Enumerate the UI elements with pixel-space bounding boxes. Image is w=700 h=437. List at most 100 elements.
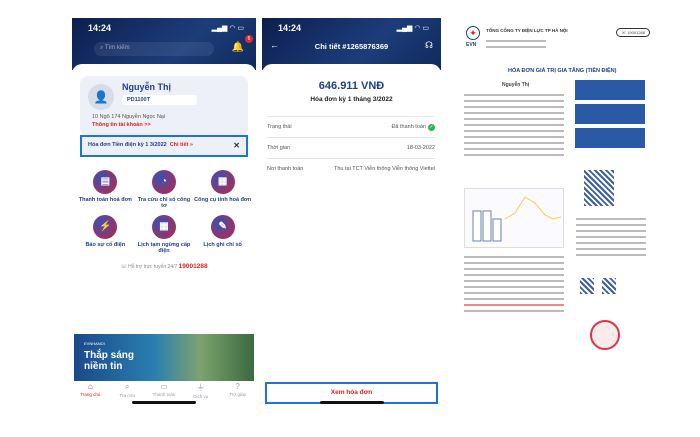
evn-logo-text: EVN: [466, 42, 477, 48]
nav-label: Trợ giúp: [229, 392, 246, 397]
search-input[interactable]: ⌕ Tìm kiếm: [94, 42, 214, 56]
plug-icon: ⏚: [196, 383, 205, 392]
row-value: Thu tại TCT Viễn thông Viễn thông Viette…: [333, 166, 435, 172]
row-value: 18-03-2022: [406, 145, 435, 151]
home-indicator: [132, 401, 196, 404]
customer-code-text: PD1100T: [127, 97, 150, 103]
invoice-hotline: 19001288: [627, 30, 645, 35]
service-reading-schedule[interactable]: ✎ Lịch ghi chỉ số: [193, 215, 252, 254]
service-label: Lịch tạm ngừng cấp điện: [137, 242, 191, 254]
search-placeholder: Tìm kiếm: [104, 45, 130, 51]
status-time: 14:24: [278, 23, 302, 33]
page-title: Chi tiết #1265876369: [314, 42, 389, 51]
nav-label: Thanh toán: [152, 392, 176, 397]
contact-info: [576, 214, 646, 260]
customer-code[interactable]: PD1100T: [122, 95, 197, 105]
consumption-chart: [464, 188, 564, 248]
service-meter-lookup[interactable]: ◔ Tra cứu chỉ số công tơ: [135, 170, 194, 209]
header: 14:24 ▂▄▆ ◠ ▭ ← Chi tiết #1265876369 ☊: [262, 18, 441, 76]
calculator-icon: ▦: [210, 170, 235, 194]
official-stamp: [590, 320, 620, 350]
service-label: Lịch ghi chỉ số: [203, 242, 242, 248]
service-pay-bill[interactable]: ▤ Thanh toán hoá đơn: [76, 170, 135, 209]
nav-label: Trang chủ: [80, 392, 101, 397]
chart-bar: [472, 210, 482, 242]
service-outage-schedule[interactable]: ▦ Lịch tạm ngừng cấp điện: [135, 215, 194, 254]
customer-details: [464, 90, 564, 160]
headset-icon[interactable]: ☊: [425, 40, 433, 50]
check-icon: ✓: [428, 124, 435, 131]
address: 10 Ngõ 174 Nguyễn Ngọc Nại: [92, 114, 166, 120]
notification-badge: 6: [245, 35, 253, 43]
help-icon: ?: [235, 382, 240, 391]
nav-label: Dịch vụ: [193, 394, 209, 399]
banner-title: Thắp sáng niềm tin: [84, 350, 135, 372]
chart-bar: [482, 210, 492, 242]
company-name: TỔNG CÔNG TY ĐIỆN LỰC TP HÀ NỘI: [486, 28, 568, 33]
search-doc-icon: ⌕: [124, 382, 130, 391]
evn-logo-icon: ✦: [466, 26, 480, 40]
status-icons: ▂▄▆ ◠ ▭: [211, 25, 244, 32]
service-report-outage[interactable]: ⚡ Báo sự cố điện: [76, 215, 135, 254]
chart-bar: [492, 218, 502, 242]
phone-icon: ☏: [120, 264, 127, 270]
nav-lookup[interactable]: ⌕ Tra cứu: [109, 382, 146, 399]
account-info-link[interactable]: Thông tin tài khoản >>: [92, 122, 151, 128]
banner-brand: EVNHANOI: [84, 341, 105, 346]
chart-line: [504, 196, 562, 220]
account-card: 👤 Nguyễn Thị PD1100T 10 Ngõ 174 Nguyễn N…: [80, 76, 248, 136]
nav-help[interactable]: ? Trợ giúp: [219, 382, 256, 399]
bill-notice[interactable]: Hóa đơn Tiền điện kỳ 1 3/2022 Chi tiết » …: [80, 135, 248, 157]
hotline[interactable]: ☏ Hỗ trợ trực tuyến 24/7 19001288: [72, 263, 256, 270]
service-label: Tra cứu chỉ số công tơ: [137, 197, 191, 209]
alert-icon: ⚡: [93, 215, 118, 239]
hotline-box: ☏ 19001288: [616, 28, 650, 37]
invoice-title: HÓA ĐƠN GIÁ TRỊ GIA TĂNG (TIỀN ĐIỆN): [508, 68, 617, 74]
home-icon: ⌂: [87, 382, 93, 391]
back-arrow-icon[interactable]: ←: [270, 40, 279, 50]
calendar-icon: ▦: [151, 215, 176, 239]
status-time: 14:24: [88, 23, 112, 33]
row-place: Nơi thanh toán Thu tại TCT Viễn thông Viễ…: [267, 158, 435, 179]
customer-name: Nguyễn Thị: [502, 82, 530, 88]
header: 14:24 ▂▄▆ ◠ ▭ ⌕ Tìm kiếm 🔔 6: [72, 18, 256, 76]
hotline-number[interactable]: 19001288: [178, 263, 208, 270]
qr-code: [602, 278, 616, 294]
bell-icon[interactable]: 🔔: [231, 42, 244, 53]
avatar: 👤: [88, 84, 114, 110]
promo-banner[interactable]: EVNHANOI Thắp sáng niềm tin: [74, 334, 254, 381]
bill-period: Hóa đơn kỳ 1 tháng 3/2022: [310, 96, 393, 103]
row-label: Thời gian: [267, 145, 291, 151]
company-details: [486, 36, 546, 52]
service-label: Công cụ tính hoá đơn: [194, 197, 252, 203]
card-icon: ▭: [160, 382, 168, 391]
info-box: [575, 128, 645, 148]
bill-icon: ▤: [93, 170, 118, 194]
bottom-nav: ⌂ Trang chủ ⌕ Tra cứu ▭ Thanh toán ⏚ Dịch vụ…: [72, 382, 256, 399]
info-box: [575, 104, 645, 124]
nav-home[interactable]: ⌂ Trang chủ: [72, 382, 109, 399]
row-status: Trạng thái Đã thanh toán ✓: [267, 116, 435, 137]
info-box: [575, 80, 645, 100]
bill-amount: 646.911 VNĐ: [318, 80, 385, 92]
nav-payment[interactable]: ▭ Thanh toán: [146, 382, 183, 399]
service-calculator[interactable]: ▦ Công cụ tính hoá đơn: [193, 170, 252, 209]
notice-detail-link[interactable]: Chi tiết »: [169, 142, 193, 148]
invoice-document: ✦ EVN TỔNG CÔNG TY ĐIỆN LỰC TP HÀ NỘI ☏ …: [458, 20, 658, 398]
row-time: Thời gian 18-03-2022: [267, 137, 435, 158]
row-label: Trạng thái: [267, 124, 292, 130]
user-name: Nguyễn Thị: [122, 82, 171, 92]
home-screen: 14:24 ▂▄▆ ◠ ▭ ⌕ Tìm kiếm 🔔 6 👤 Nguyễn Th…: [72, 18, 256, 408]
home-indicator: [320, 401, 384, 404]
bill-detail-screen: 14:24 ▂▄▆ ◠ ▭ ← Chi tiết #1265876369 ☊ 6…: [262, 18, 441, 408]
nav-services[interactable]: ⏚ Dịch vụ: [182, 382, 219, 399]
qr-code: [584, 170, 614, 206]
charges-table: [464, 252, 564, 316]
service-label: Thanh toán hoá đơn: [78, 197, 132, 203]
calendar-edit-icon: ✎: [210, 215, 235, 239]
chart-svg: [472, 196, 562, 242]
row-label: Nơi thanh toán: [267, 166, 304, 172]
nav-label: Tra cứu: [119, 393, 135, 398]
notice-text: Hóa đơn Tiền điện kỳ 1 3/2022: [88, 142, 167, 148]
close-icon[interactable]: ✕: [233, 141, 240, 150]
